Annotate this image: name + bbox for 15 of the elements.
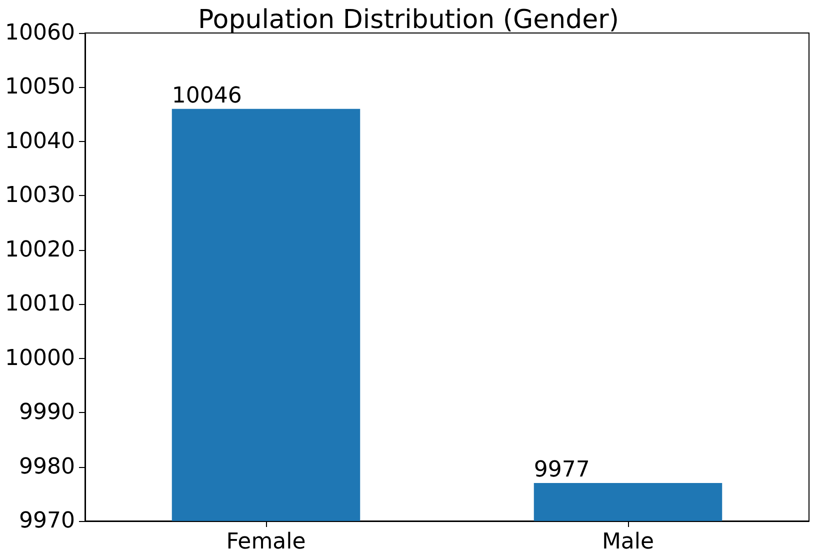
y-tick-label: 10050 bbox=[5, 74, 75, 100]
y-tick-label: 10040 bbox=[5, 128, 75, 154]
y-tick-label: 10000 bbox=[5, 346, 75, 371]
x-tick-label: Male bbox=[602, 530, 654, 554]
y-tick-label: 9980 bbox=[19, 454, 75, 480]
y-tick-label: 10010 bbox=[5, 292, 75, 317]
chart-title: Population Distribution (Gender) bbox=[198, 5, 619, 35]
data-label: 9977 bbox=[534, 458, 590, 483]
data-label: 10046 bbox=[172, 83, 242, 108]
y-tick-label: 10030 bbox=[5, 183, 75, 208]
x-tick-label: Female bbox=[226, 530, 306, 554]
y-tick-label: 9990 bbox=[19, 400, 75, 426]
y-tick-label: 10060 bbox=[5, 20, 75, 46]
y-tick-label: 9970 bbox=[19, 508, 75, 534]
y-tick-label: 10020 bbox=[5, 237, 75, 262]
